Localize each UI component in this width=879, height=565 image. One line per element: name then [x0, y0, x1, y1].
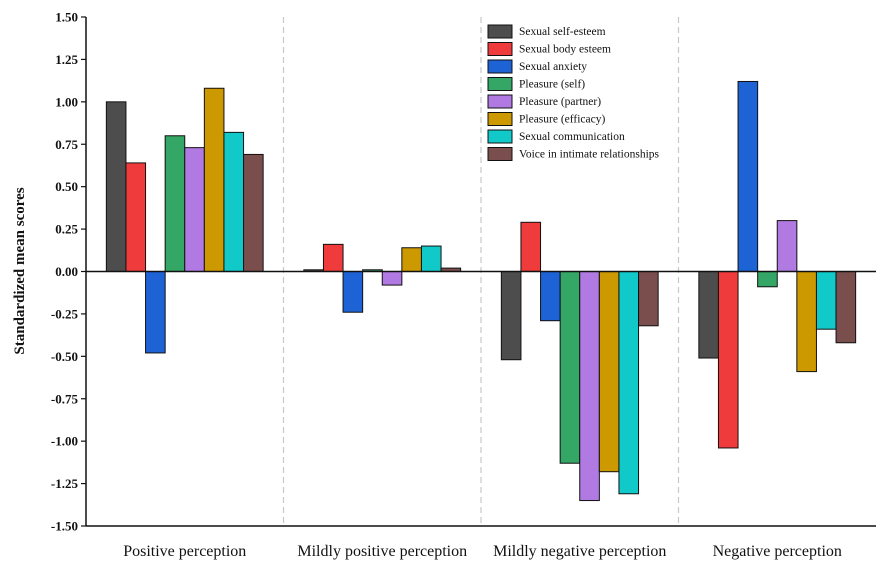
bar	[381, 271, 403, 286]
bar	[835, 271, 857, 344]
bar	[796, 271, 817, 373]
legend-swatch	[487, 24, 513, 39]
bar	[579, 271, 600, 502]
bar	[420, 245, 442, 273]
bar	[638, 271, 659, 327]
y-tick-label: -1.00	[51, 434, 78, 449]
y-tick-label: -1.25	[51, 476, 79, 491]
y-tick-label: 0.00	[55, 264, 78, 279]
legend-swatch	[487, 147, 513, 161]
bar	[125, 162, 147, 272]
y-tick-label: 0.25	[55, 222, 78, 237]
bar	[243, 153, 264, 272]
y-tick-label: -0.75	[51, 391, 79, 406]
y-tick-label: 1.25	[55, 52, 78, 67]
legend-swatch	[487, 94, 513, 109]
legend-label: Pleasure (partner)	[519, 96, 601, 108]
bar	[598, 271, 620, 473]
bar	[164, 135, 186, 272]
bar	[105, 101, 127, 273]
legend-label: Pleasure (self)	[519, 79, 585, 91]
bar	[618, 271, 640, 495]
bar	[145, 271, 166, 354]
bar	[698, 271, 719, 359]
bar	[184, 147, 205, 272]
legend-swatch	[487, 129, 513, 144]
bar	[540, 271, 561, 322]
bar	[737, 80, 759, 273]
legend-label: Sexual self-esteem	[519, 26, 606, 38]
legend-label: Sexual anxiety	[519, 61, 587, 73]
legend: Sexual self-esteem Sexual body esteem Sexu…	[487, 24, 660, 161]
y-tick-label: -1.50	[51, 519, 78, 534]
y-ticks: -1.50 -1.25 -1.00 -0.75 -0.50 -0.25 0.00 0.25 0.…	[51, 10, 86, 534]
category-labels: Positive perception Mildly positive perce…	[123, 543, 842, 560]
legend-label: Pleasure (efficacy)	[519, 114, 605, 126]
y-tick-label: -0.50	[51, 349, 78, 364]
y-tick-label: 0.50	[55, 179, 78, 194]
category-label: Mildly negative perception	[493, 543, 666, 560]
y-tick-label: 1.50	[55, 10, 78, 25]
bar	[757, 271, 778, 288]
bar	[815, 271, 837, 330]
bar	[520, 221, 542, 272]
bar	[342, 271, 364, 313]
category-label: Mildly positive perception	[297, 543, 467, 560]
bar	[203, 87, 225, 273]
legend-label: Voice in intimate relationships	[519, 149, 660, 161]
legend-swatch	[487, 112, 513, 126]
legend-swatch	[487, 42, 513, 56]
bars	[105, 80, 857, 502]
bar	[500, 271, 522, 361]
y-tick-label: 0.75	[55, 137, 78, 152]
category-label: Negative perception	[713, 543, 842, 560]
bar	[559, 271, 581, 464]
y-axis-label: Standardized mean scores	[12, 187, 28, 354]
category-label: Positive perception	[123, 543, 246, 560]
bar	[717, 271, 739, 449]
bar	[776, 220, 798, 273]
legend-swatch	[487, 77, 513, 91]
y-tick-label: -0.25	[51, 306, 79, 321]
bar	[223, 131, 245, 272]
legend-swatch	[487, 59, 513, 74]
bar	[401, 247, 422, 273]
bar	[322, 243, 344, 272]
legend-label: Sexual communication	[519, 131, 625, 143]
y-tick-label: 1.00	[55, 94, 78, 109]
legend-label: Sexual body esteem	[519, 44, 611, 56]
